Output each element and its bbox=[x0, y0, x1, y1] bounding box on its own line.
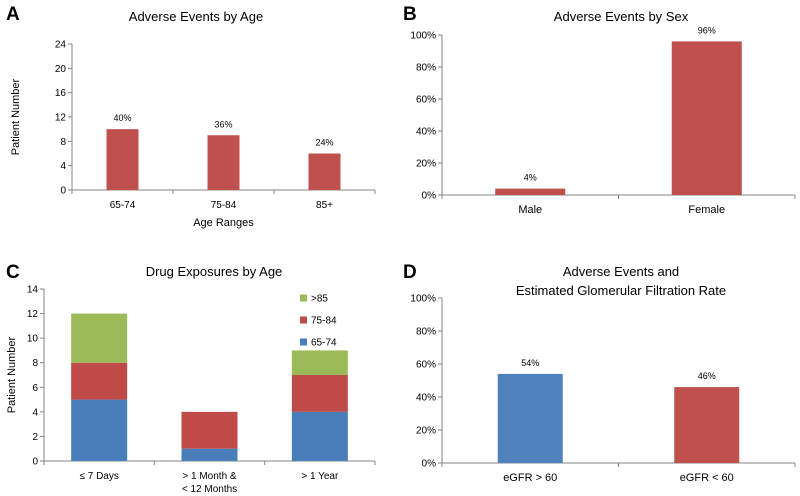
x-category-label: > 1 Month & < 12 Months bbox=[182, 471, 237, 495]
bar bbox=[495, 188, 566, 195]
x-category-label-line: > 1 Year bbox=[301, 471, 339, 482]
bar-segment-6574 bbox=[291, 411, 348, 461]
panel-label-a: A bbox=[6, 4, 20, 25]
y-tick-label: 40% bbox=[416, 127, 436, 138]
x-category-label: ≤ 7 Days bbox=[79, 471, 118, 482]
y-tick-label: 60% bbox=[416, 360, 436, 371]
y-tick-label: 60% bbox=[416, 95, 436, 106]
y-tick-label: 0 bbox=[32, 457, 38, 468]
bar bbox=[497, 373, 563, 463]
x-category-label-line: > 1 Month & bbox=[182, 471, 237, 482]
chart-title-line: Adverse Events by Age bbox=[129, 9, 263, 24]
x-category-label-line: eGFR < 60 bbox=[680, 472, 734, 484]
y-tick-label: 80% bbox=[416, 327, 436, 338]
y-tick-label: 0% bbox=[422, 459, 437, 470]
bar-segment-7584 bbox=[71, 362, 128, 400]
chart-title: Adverse Events by Sex bbox=[554, 9, 689, 24]
x-category-label: 85+ bbox=[316, 200, 333, 211]
y-tick-label: 8 bbox=[32, 358, 38, 369]
chart-adverse-events-by-sex: Adverse Events by Sex 0% 20% 40% 60% 80% 100% M… bbox=[410, 9, 796, 216]
x-axis-title: Age Ranges bbox=[193, 217, 254, 229]
bar-segment-85 bbox=[291, 350, 348, 375]
x-category-label: 75-84 bbox=[211, 200, 237, 211]
bar-segment-85 bbox=[71, 313, 128, 363]
chart-title: Adverse Events by Age bbox=[129, 9, 263, 24]
chart-title: Drug Exposures by Age bbox=[146, 264, 283, 279]
x-category-label-line: eGFR > 60 bbox=[503, 472, 557, 484]
legend-label: 65-74 bbox=[311, 338, 337, 349]
bar bbox=[207, 135, 240, 190]
y-tick-label: 2 bbox=[32, 432, 38, 443]
x-category-label: > 1 Year bbox=[301, 471, 339, 482]
x-category-label: Female bbox=[688, 204, 725, 216]
y-tick-label: 0% bbox=[422, 191, 437, 202]
x-category-label: Male bbox=[518, 204, 542, 216]
chart-title: Adverse Events and Estimated Glomerular F… bbox=[516, 264, 726, 298]
y-tick-label: 10 bbox=[27, 334, 39, 345]
panel-label-d: D bbox=[403, 262, 417, 283]
data-label: 54% bbox=[521, 358, 539, 368]
y-tick-label: 16 bbox=[55, 88, 67, 99]
bar bbox=[671, 41, 742, 196]
y-axis-title: Patient Number bbox=[6, 336, 18, 413]
legend-swatch bbox=[300, 338, 307, 346]
x-category-label-line: 75-84 bbox=[211, 200, 237, 211]
x-category-label-line: 85+ bbox=[316, 200, 333, 211]
y-tick-label: 14 bbox=[27, 285, 39, 296]
legend-swatch bbox=[300, 316, 307, 324]
x-category-label: eGFR < 60 bbox=[680, 472, 734, 484]
y-tick-label: 40% bbox=[416, 393, 436, 404]
y-tick-label: 20 bbox=[55, 64, 67, 75]
chart-title-line: Estimated Glomerular Filtration Rate bbox=[516, 283, 726, 298]
y-tick-label: 4 bbox=[32, 407, 38, 418]
bar bbox=[106, 129, 139, 190]
x-category-label-line: < 12 Months bbox=[182, 484, 237, 495]
x-category-label-line: Male bbox=[518, 204, 542, 216]
data-label: 40% bbox=[113, 113, 131, 123]
chart-drug-exposures-by-age: Drug Exposures by Age 0 2 4 6 8 10 12 14 ≤ 7 Days… bbox=[6, 264, 376, 495]
x-category-label: 65-74 bbox=[110, 200, 136, 211]
bar bbox=[308, 153, 341, 190]
y-tick-label: 20% bbox=[416, 426, 436, 437]
data-label: 96% bbox=[698, 25, 716, 35]
x-category-label-line: 65-74 bbox=[110, 200, 136, 211]
data-label: 24% bbox=[315, 138, 333, 148]
bar-segment-7584 bbox=[291, 375, 348, 412]
y-tick-label: 80% bbox=[416, 63, 436, 74]
chart-title-line: Drug Exposures by Age bbox=[146, 264, 283, 279]
y-tick-label: 24 bbox=[55, 40, 67, 51]
panel-label-b: B bbox=[403, 4, 417, 25]
y-tick-label: 12 bbox=[55, 113, 67, 124]
y-axis-title: Patient Number bbox=[10, 78, 22, 155]
chart-title-line: Adverse Events by Sex bbox=[554, 9, 689, 24]
x-category-label-line: ≤ 7 Days bbox=[79, 471, 118, 482]
bar-segment-6574 bbox=[181, 448, 238, 461]
bar-segment-7584 bbox=[181, 411, 238, 449]
x-category-label: eGFR > 60 bbox=[503, 472, 557, 484]
y-tick-label: 0 bbox=[60, 186, 66, 197]
bar bbox=[674, 387, 740, 463]
chart-title-line: Adverse Events and bbox=[563, 264, 679, 279]
legend-label: 75-84 bbox=[311, 316, 337, 327]
chart-adverse-events-by-age: Adverse Events by Age 0 4 8 12 16 20 24 65-74 75-… bbox=[10, 9, 376, 229]
y-tick-label: 100% bbox=[410, 31, 436, 42]
y-tick-label: 100% bbox=[410, 294, 436, 305]
panel-label-c: C bbox=[6, 262, 20, 283]
y-tick-label: 20% bbox=[416, 159, 436, 170]
y-tick-label: 4 bbox=[60, 161, 66, 172]
bar-segment-6574 bbox=[71, 399, 128, 461]
chart-adverse-events-egfr: Adverse Events and Estimated Glomerular F… bbox=[410, 264, 796, 484]
data-label: 46% bbox=[698, 371, 716, 381]
y-tick-label: 8 bbox=[60, 137, 66, 148]
legend-swatch bbox=[300, 294, 307, 302]
legend-label: >85 bbox=[311, 294, 328, 305]
data-label: 36% bbox=[214, 119, 232, 129]
y-tick-label: 12 bbox=[27, 309, 39, 320]
data-label: 4% bbox=[524, 173, 537, 183]
y-tick-label: 6 bbox=[32, 383, 38, 394]
x-category-label-line: Female bbox=[688, 204, 725, 216]
